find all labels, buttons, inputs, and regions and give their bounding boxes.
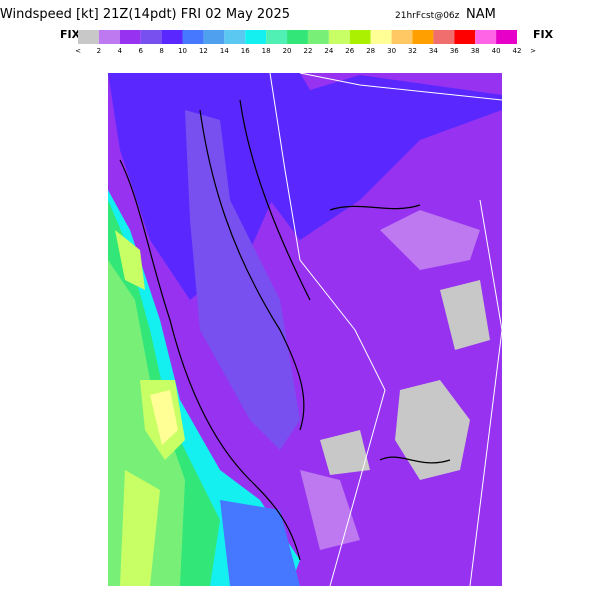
region-lightviolet — [300, 210, 480, 550]
legend-tick: 24 — [324, 47, 333, 55]
legend-tick: 40 — [492, 47, 501, 55]
legend-swatch — [224, 30, 246, 44]
legend-swatch — [119, 30, 141, 44]
legend-swatch — [349, 30, 371, 44]
legend-tick: 34 — [429, 47, 438, 55]
map — [108, 72, 503, 587]
legend-tick: 22 — [303, 47, 312, 55]
valley — [185, 110, 300, 450]
legend-swatch — [78, 30, 99, 44]
legend-swatch — [245, 30, 267, 44]
legend-tick: 32 — [408, 47, 417, 55]
legend-tick: 38 — [471, 47, 480, 55]
legend-tick: 16 — [241, 47, 250, 55]
legend-swatch — [370, 30, 392, 44]
title: BL Windspeed [kt] 21Z(14pdt) FRI 02 May … — [0, 7, 290, 22]
legend-swatch — [475, 30, 497, 44]
legend-tick: > — [530, 47, 536, 55]
fix-right: FIX — [533, 28, 554, 41]
region-blue-north — [230, 73, 502, 240]
region-blue-south — [220, 500, 300, 586]
legend-tick: 42 — [513, 47, 522, 55]
legend-swatch — [433, 30, 455, 44]
legend-swatch — [287, 30, 308, 44]
legend-swatch — [412, 30, 434, 44]
legend-tick: 8 — [159, 47, 163, 55]
legend-tick: 28 — [366, 47, 375, 55]
legend-swatch — [307, 30, 329, 44]
legend-tick: 26 — [345, 47, 354, 55]
region-gray — [320, 280, 490, 480]
model: NAM — [466, 7, 496, 22]
legend-swatch — [454, 30, 476, 44]
region-yellowgreen — [115, 230, 185, 586]
contours — [119, 99, 451, 561]
legend-swatch — [161, 30, 183, 44]
legend-tick: 36 — [450, 47, 459, 55]
legend-swatch — [266, 30, 288, 44]
legend-swatch — [328, 30, 350, 44]
legend-tick: 4 — [118, 47, 123, 55]
legend-swatch — [203, 30, 225, 44]
legend-swatch — [182, 30, 204, 44]
legend-tick: 30 — [387, 47, 396, 55]
legend-tick: 10 — [178, 47, 187, 55]
legend-tick: 2 — [97, 47, 101, 55]
legend-swatch — [391, 30, 413, 44]
legend-tick: 12 — [199, 47, 208, 55]
state-border — [269, 72, 386, 587]
legend-tick: < — [75, 47, 81, 55]
fix-left: FIX — [60, 28, 81, 41]
state-border-east — [299, 72, 503, 587]
legend-swatch — [140, 30, 162, 44]
legend-swatch — [496, 30, 517, 44]
region-yellow — [150, 390, 178, 445]
legend-swatch — [98, 30, 120, 44]
legend-tick: 18 — [262, 47, 271, 55]
legend-tick: 14 — [220, 47, 229, 55]
forecast: 21hrFcst@06z — [395, 11, 460, 21]
color-legend: <2 4 6 8 10 12 14 16 18 20 22 24 26 28 30 32 34 36 38 40 42 > — [75, 30, 536, 55]
legend-tick: 20 — [283, 47, 292, 55]
legend-tick: 6 — [138, 47, 143, 55]
